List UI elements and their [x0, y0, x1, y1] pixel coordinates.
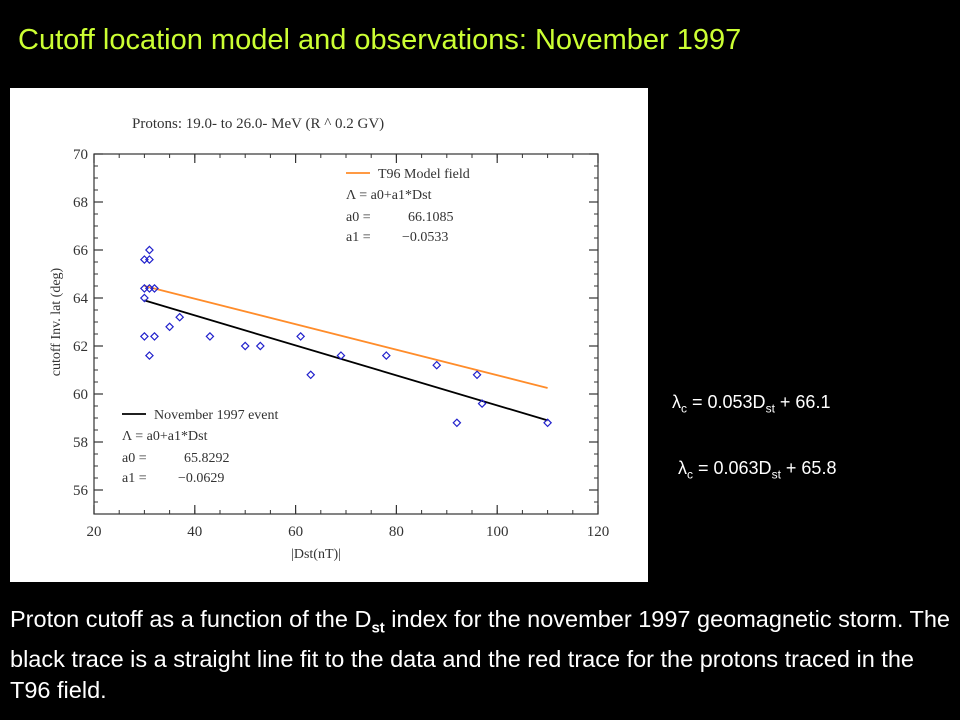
scatter-plot: Protons: 19.0- to 26.0- MeV (R ^ 0.2 GV)…: [49, 116, 610, 562]
lambda-subscript: c: [681, 401, 687, 416]
data-point: [144, 351, 154, 361]
legend-event: November 1997 event Λ = a0+a1*Dst a0 = 65.8…: [122, 408, 279, 486]
x-tick-label: 20: [87, 524, 102, 540]
data-point: [432, 360, 442, 370]
y-tick-label: 70: [73, 147, 88, 163]
data-point: [336, 351, 346, 361]
caption-part1: Proton cutoff as a function of the D: [10, 606, 372, 632]
legend-a1-label: a1 =: [122, 471, 147, 486]
data-point: [452, 418, 462, 428]
data-point: [150, 283, 159, 293]
legend-a1-label: a1 =: [346, 230, 371, 245]
equation-model-sub: st: [765, 401, 775, 416]
data-point: [472, 370, 482, 380]
legend-a0-label: a0 =: [122, 451, 147, 466]
caption-part2: index for the november 1997 geomagnetic …: [10, 606, 950, 703]
y-tick-label: 62: [73, 339, 88, 355]
data-point: [543, 418, 553, 428]
legend-formula: Λ = a0+a1*Dst: [122, 429, 208, 444]
x-tick-label: 80: [389, 524, 404, 540]
x-axis-label: |Dst(nT)|: [291, 547, 341, 562]
data-point: [144, 255, 154, 265]
event-fit-line: [144, 299, 548, 422]
caption: Proton cutoff as a function of the Dst i…: [10, 604, 950, 706]
data-point: [139, 293, 149, 303]
legend-a1-value: −0.0629: [178, 471, 224, 486]
legend-a0-label: a0 =: [346, 210, 371, 225]
equation-event-prefix: = 0.063D: [693, 458, 772, 478]
data-point: [477, 399, 487, 409]
lambda-symbol: λ: [678, 458, 687, 478]
data-point: [139, 255, 149, 265]
data-point: [255, 341, 265, 351]
legend-label: T96 Model field: [378, 167, 470, 182]
slide-title: Cutoff location model and observations: …: [18, 24, 742, 56]
data-point: [205, 331, 215, 341]
y-tick-label: 66: [73, 243, 89, 259]
legend-formula: Λ = a0+a1*Dst: [346, 188, 432, 203]
data-point: [240, 341, 250, 351]
model-fit-line: [144, 285, 548, 389]
y-tick-label: 56: [73, 483, 89, 499]
y-tick-label: 60: [73, 387, 88, 403]
data-point: [306, 370, 316, 380]
data-point: [139, 331, 149, 341]
legend-a0-value: 66.1085: [408, 210, 454, 225]
data-point: [165, 322, 175, 332]
data-point: [381, 351, 391, 361]
equation-model-prefix: = 0.053D: [687, 392, 766, 412]
caption-sub: st: [371, 619, 385, 637]
x-tick-label: 60: [288, 524, 303, 540]
data-points: [139, 245, 553, 428]
data-point: [144, 245, 154, 255]
legend-model: T96 Model field Λ = a0+a1*Dst a0 = 66.1085 a…: [346, 167, 470, 245]
equation-event-sub: st: [771, 467, 781, 482]
plot-frame: [93, 153, 599, 515]
equation-model-suffix: + 66.1: [774, 392, 831, 412]
equation-event-suffix: + 65.8: [780, 458, 837, 478]
y-tick-label: 58: [73, 435, 88, 451]
data-point: [175, 312, 185, 322]
lambda-symbol: λ: [672, 392, 681, 412]
legend-label: November 1997 event: [154, 408, 279, 423]
x-tick-label: 120: [587, 524, 610, 540]
minor-ticks: [93, 153, 599, 515]
legend-a0-value: 65.8292: [184, 451, 230, 466]
data-point: [150, 331, 159, 341]
legend-a1-value: −0.0533: [402, 230, 448, 245]
y-tick-label: 64: [73, 291, 89, 307]
y-axis-label: cutoff Inv. lat (deg): [49, 267, 64, 376]
y-tick-label: 68: [73, 195, 88, 211]
x-tick-label: 100: [486, 524, 509, 540]
equation-model-fit: λc = 0.053Dst + 66.1: [672, 392, 830, 416]
equation-event-fit: λc = 0.063Dst + 65.8: [678, 458, 836, 482]
data-point: [296, 331, 306, 341]
plot-panel: Protons: 19.0- to 26.0- MeV (R ^ 0.2 GV)…: [10, 88, 648, 582]
chart-title: Protons: 19.0- to 26.0- MeV (R ^ 0.2 GV): [132, 116, 384, 132]
x-tick-label: 40: [187, 524, 202, 540]
lambda-subscript: c: [687, 467, 693, 482]
